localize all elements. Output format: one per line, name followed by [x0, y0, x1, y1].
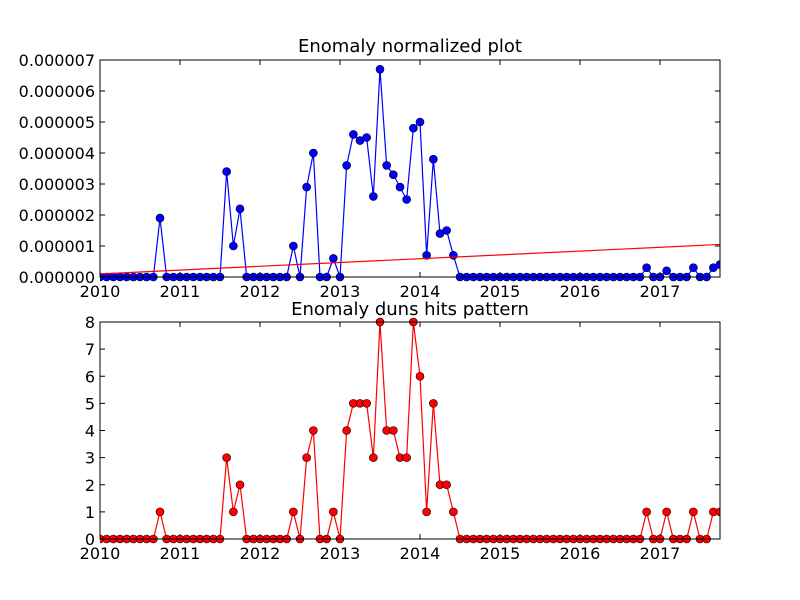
y-tick-label: 0.000001 [19, 237, 95, 256]
data-point [449, 507, 458, 517]
y-tick-label: 1 [85, 503, 95, 522]
data-point [342, 161, 351, 170]
data-point [309, 148, 318, 158]
y-tick-label: 0.000004 [19, 144, 95, 163]
data-point [389, 170, 398, 179]
data-point [349, 130, 358, 139]
x-tick-label: 2016 [560, 282, 601, 301]
x-tick-label: 2011 [160, 282, 201, 301]
data-point [369, 192, 378, 201]
data-point [395, 182, 405, 192]
data-point [229, 507, 238, 517]
chart-normalized-plot: Enomaly normalized plot 2010 2011 2012 2013… [19, 36, 721, 301]
data-point [409, 123, 418, 133]
chart-duns-hits: Enomaly duns hits pattern 2010 2011 2012 20… [80, 299, 721, 563]
data-point [229, 241, 238, 251]
data-point [362, 133, 371, 142]
data-point [329, 254, 338, 263]
data-point [289, 507, 298, 517]
data-point [422, 507, 431, 517]
x-tick-label: 2014 [400, 282, 441, 301]
y-tick-label: 5 [85, 394, 95, 413]
data-point [342, 426, 351, 435]
data-point [429, 154, 438, 164]
data-point [222, 167, 231, 176]
x-tick-label: 2017 [640, 282, 681, 301]
x-tick-label: 2011 [160, 544, 201, 563]
y-tick-label: 0.000000 [19, 268, 95, 287]
x-tick-label: 2013 [320, 544, 361, 563]
data-point [235, 480, 245, 490]
axes-frame [99, 59, 721, 278]
data-point [222, 453, 231, 462]
data-point [449, 251, 458, 260]
data-point [715, 260, 720, 269]
data-point [642, 507, 651, 517]
data-point [369, 453, 378, 462]
data-point [442, 480, 451, 490]
data-point [155, 213, 165, 223]
y-tick-label: 0.000006 [19, 82, 95, 101]
y-axis: 0.000000 0.000001 0.000002 0.000003 0.000004… [19, 51, 720, 287]
y-tick-label: 2 [85, 476, 95, 495]
data-point [302, 453, 311, 462]
data-point [375, 65, 385, 74]
data-point [309, 426, 318, 435]
x-axis: 2010 2011 2012 2013 2014 2015 2016 2017 [80, 60, 681, 301]
trend-line [100, 243, 720, 275]
x-tick-label: 2013 [320, 282, 361, 301]
data-point [442, 226, 451, 235]
data-point [155, 507, 165, 517]
data-point [389, 426, 398, 435]
data-point [422, 251, 431, 260]
x-tick-label: 2016 [560, 544, 601, 563]
y-tick-label: 0.000007 [19, 51, 95, 70]
y-tick-label: 0.000002 [19, 206, 95, 225]
x-tick-label: 2012 [240, 544, 281, 563]
data-point [689, 263, 698, 273]
y-tick-label: 0.000003 [19, 175, 95, 194]
x-tick-label: 2017 [640, 544, 681, 563]
x-tick-label: 2014 [400, 544, 441, 563]
data-point [662, 266, 671, 276]
data-point [689, 507, 698, 517]
data-point [429, 399, 438, 408]
x-tick-label: 2010 [80, 282, 121, 301]
y-tick-label: 0.000005 [19, 113, 95, 132]
chart-title: Enomaly normalized plot [298, 36, 522, 57]
y-tick-label: 4 [85, 422, 95, 441]
data-point [329, 507, 338, 517]
data-point [642, 263, 651, 273]
chart-title: Enomaly duns hits pattern [291, 299, 529, 320]
data-point [289, 241, 298, 251]
x-tick-label: 2012 [240, 282, 281, 301]
data-point [415, 117, 425, 127]
data-point [302, 182, 311, 192]
data-point [715, 507, 720, 517]
axes-frame [99, 321, 721, 540]
x-tick-label: 2015 [480, 544, 521, 563]
y-tick-label: 3 [85, 449, 95, 468]
y-tick-label: 8 [85, 313, 95, 332]
y-tick-label: 7 [85, 340, 95, 359]
data-point [382, 161, 391, 170]
x-tick-label: 2015 [480, 282, 521, 301]
data-point [235, 204, 245, 214]
x-axis: 2010 2011 2012 2013 2014 2015 2016 2017 [80, 322, 681, 563]
x-tick-label: 2010 [80, 544, 121, 563]
data-point [415, 371, 425, 381]
data-point [402, 195, 411, 204]
y-tick-label: 6 [85, 367, 95, 386]
data-point [662, 507, 671, 517]
y-tick-label: 0 [85, 530, 95, 549]
data-point [402, 453, 411, 462]
data-point [362, 399, 371, 408]
